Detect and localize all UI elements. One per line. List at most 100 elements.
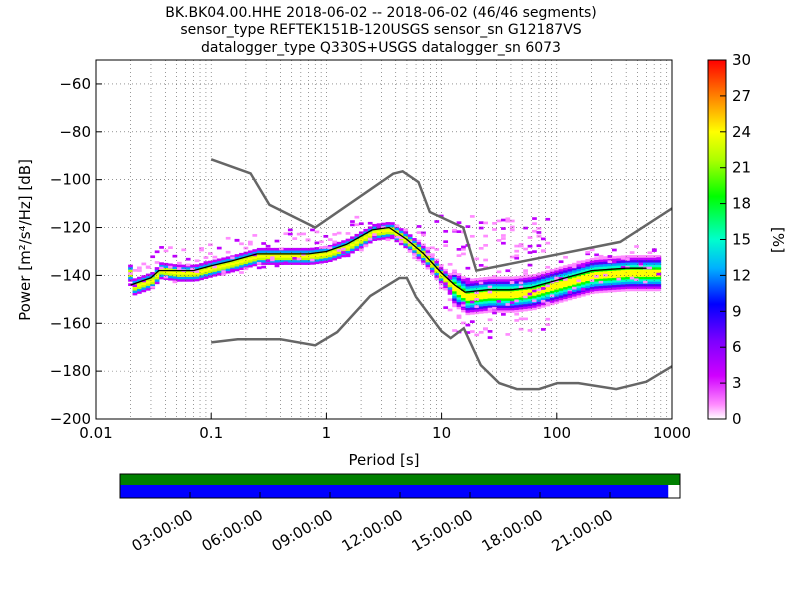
heatmap-cell [509, 301, 515, 304]
heatmap-cell [483, 286, 489, 290]
heatmap-cell [594, 262, 599, 265]
heatmap-cell [474, 301, 480, 305]
colorbar-tick-label: 30 [732, 51, 751, 69]
heatmap-cell [616, 260, 622, 264]
heatmap-cell [589, 274, 595, 278]
heatmap-cell [363, 240, 369, 244]
heatmap-cell [199, 265, 204, 269]
heatmap-cell [239, 262, 244, 266]
heatmap-cell [354, 245, 360, 249]
heatmap-cell [447, 272, 453, 276]
heatmap-cell [501, 300, 506, 304]
heatmap-cell [620, 269, 626, 273]
heatmap-cell [558, 280, 564, 284]
heatmap-cell [287, 232, 293, 236]
heatmap-cell [234, 254, 240, 257]
heatmap-cell [523, 247, 528, 251]
heatmap-cell [501, 241, 506, 245]
heatmap-cell [168, 277, 173, 281]
heatmap-cell [487, 305, 493, 309]
heatmap-cell [216, 272, 222, 276]
heatmap-cell [651, 262, 657, 265]
heatmap-cell [434, 275, 440, 278]
heatmap-cell [549, 271, 555, 275]
heatmap-cell [585, 273, 591, 277]
heatmap-cell [181, 248, 187, 252]
heatmap-cell [483, 258, 489, 262]
heatmap-cell [585, 268, 591, 272]
heatmap-cell [310, 254, 315, 258]
heatmap-cell [647, 283, 653, 287]
heatmap-cell [523, 272, 528, 275]
heatmap-cell [572, 277, 577, 280]
heatmap-cell [576, 273, 582, 277]
heatmap-cell [638, 255, 644, 258]
heatmap-cell [216, 265, 222, 269]
heatmap-cell [212, 261, 218, 265]
heatmap-cell [305, 257, 311, 261]
y-tick-label: −80 [59, 123, 91, 141]
heatmap-cell [483, 265, 489, 269]
heatmap-cell [594, 281, 599, 284]
heatmap-cell [540, 273, 546, 277]
heatmap-cell [549, 276, 555, 279]
colorbar-tick-label: 0 [732, 410, 742, 428]
heatmap-cell [647, 269, 653, 273]
heatmap-cell [585, 292, 591, 296]
heatmap-cell [492, 306, 497, 310]
heatmap-cell [128, 264, 133, 268]
heatmap-cell [416, 237, 422, 240]
heatmap-cell [527, 279, 533, 283]
heatmap-cell [540, 328, 546, 331]
heatmap-cell [656, 259, 662, 263]
heatmap-cell [407, 243, 413, 247]
heatmap-cell [540, 304, 546, 308]
heatmap-cell [483, 298, 489, 302]
heatmap-cell [239, 255, 244, 259]
heatmap-cell [372, 233, 378, 236]
heatmap-cell [390, 231, 395, 235]
heatmap-cell [478, 281, 484, 285]
heatmap-cell [554, 301, 560, 304]
colorbar-tick-label: 15 [732, 231, 751, 249]
heatmap-cell [469, 309, 475, 313]
heatmap-cell [518, 290, 524, 293]
heatmap-cell [416, 256, 422, 259]
heatmap-cell [323, 235, 329, 238]
heatmap-cell [518, 304, 524, 308]
heatmap-cell [558, 297, 564, 301]
heatmap-cell [643, 288, 648, 292]
heatmap-cell [429, 246, 435, 250]
heatmap-cell [172, 273, 178, 277]
heatmap-cell [212, 273, 218, 277]
heatmap-cell [536, 277, 542, 281]
heatmap-cell [461, 300, 466, 303]
heatmap-cell [265, 247, 271, 251]
heatmap-cell [452, 329, 457, 332]
heatmap-cell [598, 276, 604, 279]
heatmap-cell [199, 267, 204, 271]
heatmap-cell [598, 290, 604, 294]
heatmap-cell [336, 244, 342, 247]
heatmap-cell [394, 232, 400, 236]
heatmap-cell [341, 242, 346, 246]
heatmap-cell [159, 271, 164, 275]
heatmap-cell [638, 278, 644, 282]
heatmap-cell [607, 282, 613, 286]
heatmap-cell [629, 255, 635, 258]
heatmap-cell [425, 262, 431, 265]
heatmap-cell [385, 229, 391, 232]
heatmap-cell [221, 257, 227, 261]
heatmap-cell [523, 301, 528, 305]
heatmap-cell [576, 271, 582, 274]
x-tick-label: 1 [322, 424, 332, 442]
heatmap-cell [416, 260, 422, 264]
heatmap-cell [647, 255, 653, 258]
heatmap-cell [154, 250, 160, 254]
heatmap-cell [549, 278, 555, 282]
heatmap-cell [465, 283, 471, 287]
heatmap-cell [136, 288, 142, 292]
heatmap-cell [483, 310, 489, 314]
heatmap-cell [532, 276, 537, 280]
heatmap-cell [536, 291, 542, 295]
